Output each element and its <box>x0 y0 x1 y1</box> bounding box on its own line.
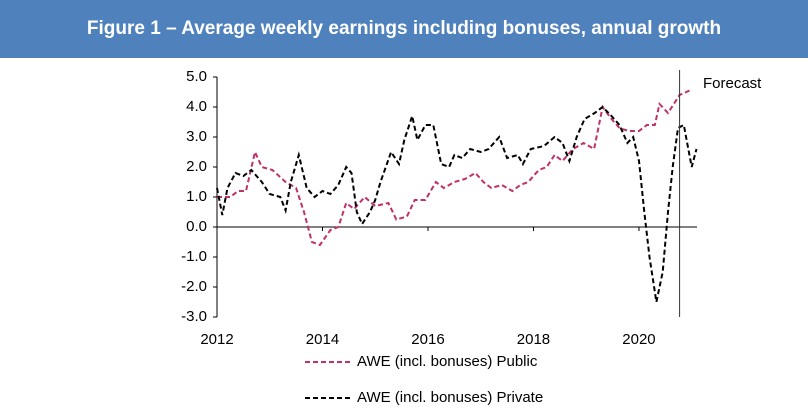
series-line <box>216 105 698 303</box>
chart-title: Figure 1 – Average weekly earnings inclu… <box>0 0 808 58</box>
y-tick-label: 3.0 <box>186 128 207 145</box>
y-tick-label: -2.0 <box>181 278 207 295</box>
series-line <box>217 89 691 247</box>
legend-label: AWE (incl. bonuses) Private <box>357 389 543 406</box>
y-tick-label: -1.0 <box>181 248 207 265</box>
x-tick-label: 2020 <box>622 331 655 348</box>
y-tick-label: -3.0 <box>181 308 207 325</box>
y-tick-label: 2.0 <box>186 158 207 175</box>
y-tick-label: 0.0 <box>186 218 207 235</box>
x-tick-label: 2012 <box>200 331 233 348</box>
x-tick-label: 2014 <box>306 331 339 348</box>
y-tick-label: 4.0 <box>186 98 207 115</box>
annotation: Forecast <box>703 75 762 92</box>
x-tick-label: 2018 <box>517 331 550 348</box>
y-tick-label: 5.0 <box>186 68 207 85</box>
legend-label: AWE (incl. bonuses) Public <box>357 353 538 370</box>
y-tick-label: 1.0 <box>186 188 207 205</box>
x-tick-label: 2016 <box>411 331 444 348</box>
